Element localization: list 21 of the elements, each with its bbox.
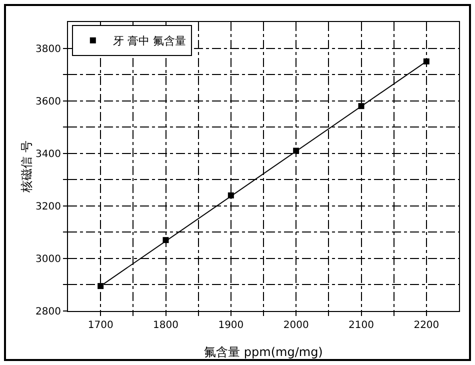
- point: [423, 58, 430, 64]
- y-axis-title: 核磁信 号: [20, 140, 34, 194]
- legend-label: 牙 膏中 氟含量: [112, 34, 186, 48]
- x-tick-label: 1800: [153, 320, 178, 331]
- y-tick-label: 3000: [36, 254, 61, 265]
- y-tick-label: 3200: [36, 201, 61, 212]
- point: [293, 148, 300, 154]
- y-tick-label: 2800: [36, 306, 61, 318]
- x-tick-label: 2200: [414, 320, 440, 331]
- x-tick-label: 2100: [348, 320, 374, 331]
- x-tick-label: 1700: [88, 320, 114, 331]
- point: [228, 192, 234, 198]
- y-tick-label: 3400: [36, 148, 61, 160]
- x-tick-label: 2000: [283, 320, 309, 331]
- point: [358, 103, 364, 110]
- y-tick-label: 3800: [36, 44, 61, 55]
- x-axis-title: 氟含量 ppm(mg/mg): [204, 345, 323, 359]
- y-tick-label: 3600: [36, 96, 61, 108]
- point: [162, 237, 169, 244]
- x-tick-label: 1900: [218, 320, 244, 331]
- point: [98, 283, 104, 290]
